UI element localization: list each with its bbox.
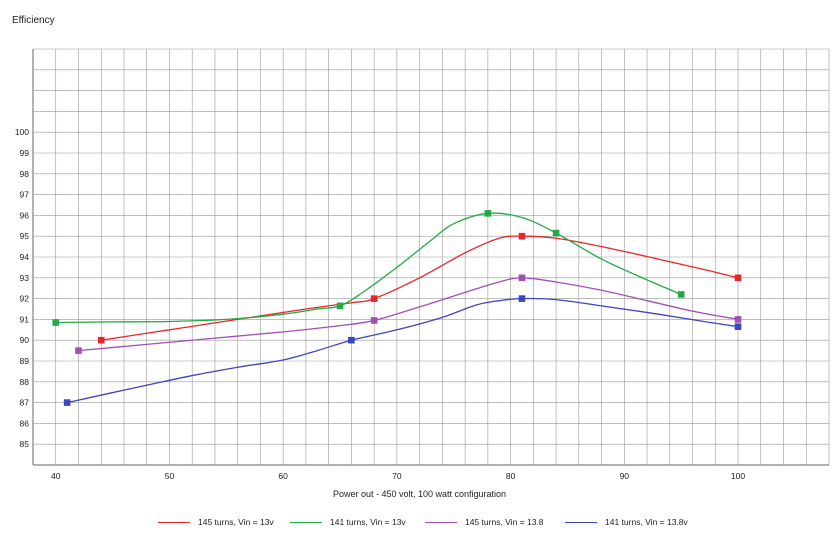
chart-grid	[32, 48, 830, 466]
legend-label: 145 turns, Vin = 13.8	[465, 517, 544, 527]
y-tick-label: 94	[20, 252, 30, 262]
legend-swatch	[158, 521, 190, 523]
y-axis-label: Efficiency	[12, 15, 55, 26]
series-line	[78, 277, 739, 352]
data-point-marker	[518, 232, 526, 240]
y-tick-label: 90	[20, 335, 30, 345]
data-point-marker	[734, 323, 742, 330]
y-tick-label: 89	[20, 356, 30, 366]
legend-swatch	[565, 521, 597, 523]
chart-ticks: 40 50 60 70 80 90 100 85 86 87 88 89 90 91 92 93 94 95 96 9…	[15, 127, 746, 481]
data-point-marker	[348, 336, 355, 344]
y-tick-label: 86	[20, 418, 30, 428]
data-point-marker	[677, 291, 685, 298]
x-tick-label: 40	[51, 471, 61, 481]
y-tick-label: 91	[20, 314, 30, 324]
x-tick-label: 80	[506, 471, 516, 481]
data-point-marker	[63, 399, 71, 406]
y-tick-label: 85	[20, 439, 30, 449]
x-tick-label: 60	[278, 471, 288, 481]
chart-legend: 145 turns, Vin = 13v 141 turns, Vin = 13v…	[0, 517, 839, 531]
data-point-marker	[518, 295, 526, 302]
y-tick-label: 100	[15, 127, 29, 137]
legend-label: 145 turns, Vin = 13v	[198, 517, 274, 527]
x-tick-label: 50	[165, 471, 175, 481]
series-4	[63, 295, 742, 406]
y-tick-label: 92	[20, 294, 30, 304]
data-point-marker	[734, 316, 742, 323]
x-axis-label: Power out - 450 volt, 100 watt configura…	[332, 489, 507, 499]
data-point-marker	[552, 229, 560, 237]
data-point-marker	[484, 210, 492, 217]
legend-item: 141 turns, Vin = 13.8v	[565, 517, 688, 527]
series-2	[52, 210, 685, 326]
y-tick-label: 95	[20, 231, 30, 241]
data-point-marker	[75, 347, 82, 354]
x-tick-label: 90	[620, 471, 630, 481]
data-point-marker	[518, 274, 526, 282]
y-tick-label: 87	[20, 398, 30, 408]
data-point-marker	[370, 295, 378, 302]
data-point-marker	[370, 317, 378, 324]
y-tick-label: 88	[20, 377, 30, 387]
legend-item: 145 turns, Vin = 13v	[158, 517, 274, 527]
series-line	[66, 297, 739, 404]
y-tick-label: 96	[20, 210, 30, 220]
y-tick-label: 98	[20, 169, 30, 179]
data-point-marker	[734, 274, 742, 282]
data-point-marker	[97, 336, 105, 344]
data-point-marker	[336, 302, 344, 310]
series-3	[75, 274, 742, 354]
data-point-marker	[52, 319, 60, 326]
chart-series	[52, 210, 742, 406]
legend-item: 145 turns, Vin = 13.8	[425, 517, 544, 527]
series-line	[55, 212, 682, 324]
legend-item: 141 turns, Vin = 13v	[290, 517, 406, 527]
x-tick-label: 100	[731, 471, 745, 481]
y-tick-label: 99	[20, 148, 30, 158]
y-tick-label: 97	[20, 190, 30, 200]
legend-label: 141 turns, Vin = 13.8v	[605, 517, 688, 527]
legend-swatch	[290, 521, 322, 523]
y-tick-label: 93	[20, 273, 30, 283]
chart-axes	[32, 49, 829, 466]
x-tick-label: 70	[392, 471, 402, 481]
legend-label: 141 turns, Vin = 13v	[330, 517, 406, 527]
legend-swatch	[425, 521, 457, 523]
